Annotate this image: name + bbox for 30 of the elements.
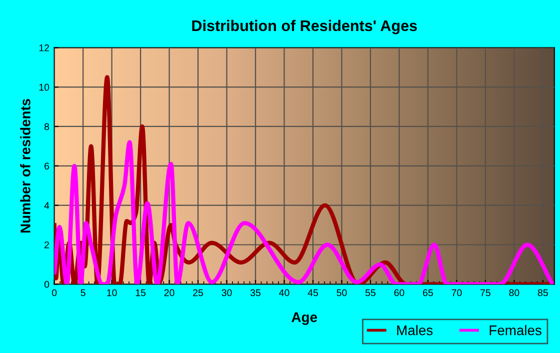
y-tick-label: 2 [44,241,49,248]
legend-label: Females [490,325,542,336]
x-tick-label: 30 [222,289,232,296]
x-tick-label: 10 [107,289,117,296]
y-tick-label: 12 [39,44,49,52]
x-tick-label: 5 [80,289,86,296]
y-tick-label: 4 [44,202,50,209]
y-tick-label: 8 [44,123,50,130]
x-tick-label: 40 [279,289,290,296]
x-axis-title: Age [292,312,318,325]
x-tick-label: 15 [136,289,146,296]
chart-title: Distribution of Residents' Ages [192,20,417,34]
x-tick-label: 75 [480,289,490,296]
x-tick-label: 85 [538,289,548,296]
x-tick-label: 60 [394,289,404,296]
y-axis-title: Number of residents [20,98,30,233]
x-tick-label: 70 [452,289,462,296]
x-tick-label: 50 [336,289,347,296]
x-tick-label: 20 [164,289,174,296]
y-tick-label: 6 [44,162,50,170]
x-tick-label: 45 [308,289,318,296]
x-tick-label: 55 [365,289,376,296]
y-tick-label: 10 [39,84,50,91]
y-tick-label: 0 [44,280,50,288]
x-tick-label: 80 [509,289,520,296]
x-tick-label: 35 [250,289,260,296]
x-tick-label: 25 [193,289,204,296]
x-tick-label: 0 [52,289,57,296]
legend-label: Males [397,325,433,336]
x-tick-label: 65 [423,289,433,296]
